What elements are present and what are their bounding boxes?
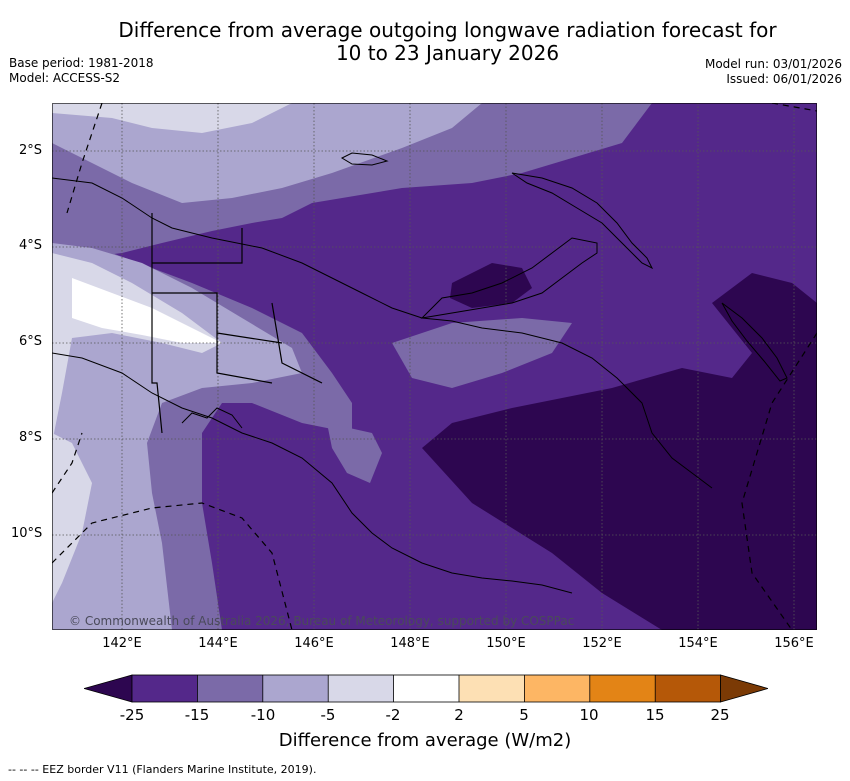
- lat-label-6s: 6°S: [19, 334, 43, 349]
- eez-border-northeast: [771, 103, 817, 112]
- colorbar-bin-2: [197, 675, 263, 702]
- lat-label-2s: 2°S: [19, 143, 43, 158]
- eez-border-south: [52, 502, 293, 630]
- colorbar-tick-minus15: -15: [184, 706, 210, 724]
- bougainville-coast: [721, 302, 788, 382]
- lon-label-156e: 156°E: [774, 636, 814, 651]
- colorbar-extend-low: [82, 674, 133, 703]
- lon-label-144e: 144°E: [198, 636, 238, 651]
- coastlines: [52, 152, 788, 594]
- olr-anomaly-map: [52, 103, 817, 630]
- eez-borders: [52, 103, 817, 630]
- colorbar-tick-25: 25: [710, 706, 730, 724]
- anomaly-patch-south-west-minus5: [52, 433, 92, 603]
- new-britain-coast: [420, 237, 598, 319]
- model-name: Model: ACCESS-S2: [9, 71, 121, 85]
- colorbar-tick-15: 15: [645, 706, 665, 724]
- colorbar-bin-7: [524, 675, 590, 702]
- anomaly-core-east-below-minus25: [422, 273, 817, 630]
- eez-border-southwest: [52, 432, 83, 494]
- colorbar-tick-minus25: -25: [119, 706, 145, 724]
- eez-border-east: [741, 332, 817, 630]
- lon-label-154e: 154°E: [678, 636, 718, 651]
- colorbar-tick-minus2: -2: [385, 706, 401, 724]
- province-borders: [152, 228, 323, 384]
- colorbar-title: Difference from average (W/m2): [278, 730, 572, 751]
- colorbar-bin-9: [655, 675, 721, 702]
- graticule: [52, 103, 817, 630]
- new-ireland-coast: [511, 172, 654, 270]
- lat-label-4s: 4°S: [19, 238, 43, 253]
- colorbar-bin-1: [132, 675, 198, 702]
- colorbar-outline: [131, 674, 721, 703]
- colorbar-bin-6: [459, 675, 525, 702]
- lon-label-142e: 142°E: [102, 636, 142, 651]
- model-run: Model run: 03/01/2026: [704, 57, 842, 71]
- anomaly-band-west-minus5: [52, 243, 302, 630]
- lon-label-148e: 148°E: [390, 636, 430, 651]
- lat-label-10s: 10°S: [11, 526, 43, 541]
- colorbar-tick-2: 2: [454, 706, 464, 724]
- colorbar-extend-high: [720, 674, 770, 703]
- colorbar-tick-10: 10: [579, 706, 599, 724]
- colorbar-tick-minus5: -5: [320, 706, 336, 724]
- anomaly-band-minus2-north: [52, 103, 292, 133]
- political-borders: [151, 213, 323, 434]
- issued-date: Issued: 06/01/2026: [726, 72, 842, 86]
- colorbar-bin-3: [262, 675, 329, 702]
- map-title: Difference from average outgoing longwav…: [70, 19, 825, 65]
- lat-label-8s: 8°S: [19, 430, 43, 445]
- credit-text: © Commonwealth of Australia 2026, Bureau…: [69, 614, 575, 628]
- new-guinea-south-coast: [52, 352, 573, 594]
- colorbar-tick-5: 5: [519, 706, 529, 724]
- map-title-line-2: 10 to 23 January 2026: [335, 41, 560, 65]
- anomaly-core-central-below-minus25: [450, 263, 532, 308]
- lon-label-152e: 152°E: [582, 636, 622, 651]
- eez-footnote: -- -- -- EEZ border V11 (Flanders Marine…: [8, 763, 317, 776]
- colorbar-bin-8: [589, 675, 656, 702]
- colorbar-bin-5: [393, 675, 459, 702]
- map-title-line-1: Difference from average outgoing longwav…: [118, 18, 777, 42]
- png-indonesia-border: [151, 213, 163, 434]
- metadata-left: Base period: 1981-2018 Model: ACCESS-S2: [9, 56, 154, 86]
- colorbar-dividers: [197, 675, 656, 702]
- anomaly-patch-near-zero: [72, 278, 222, 343]
- map-frame: [52, 103, 817, 630]
- base-period: Base period: 1981-2018: [9, 56, 154, 70]
- manus-island-coast: [340, 152, 389, 166]
- metadata-right: Model run: 03/01/2026 Issued: 06/01/2026: [705, 57, 842, 87]
- colorbar-tick-minus10: -10: [250, 706, 276, 724]
- torres-strait-islands: [181, 407, 243, 429]
- map-svg: [52, 103, 817, 630]
- colorbar-svg: [82, 674, 770, 703]
- anomaly-patch-central-minus10: [392, 318, 572, 388]
- lon-label-146e: 146°E: [294, 636, 334, 651]
- lon-label-150e: 150°E: [486, 636, 526, 651]
- colorbar: [82, 674, 770, 708]
- anomaly-patch-south-minus10: [327, 423, 382, 483]
- colorbar-bin-4: [328, 675, 394, 702]
